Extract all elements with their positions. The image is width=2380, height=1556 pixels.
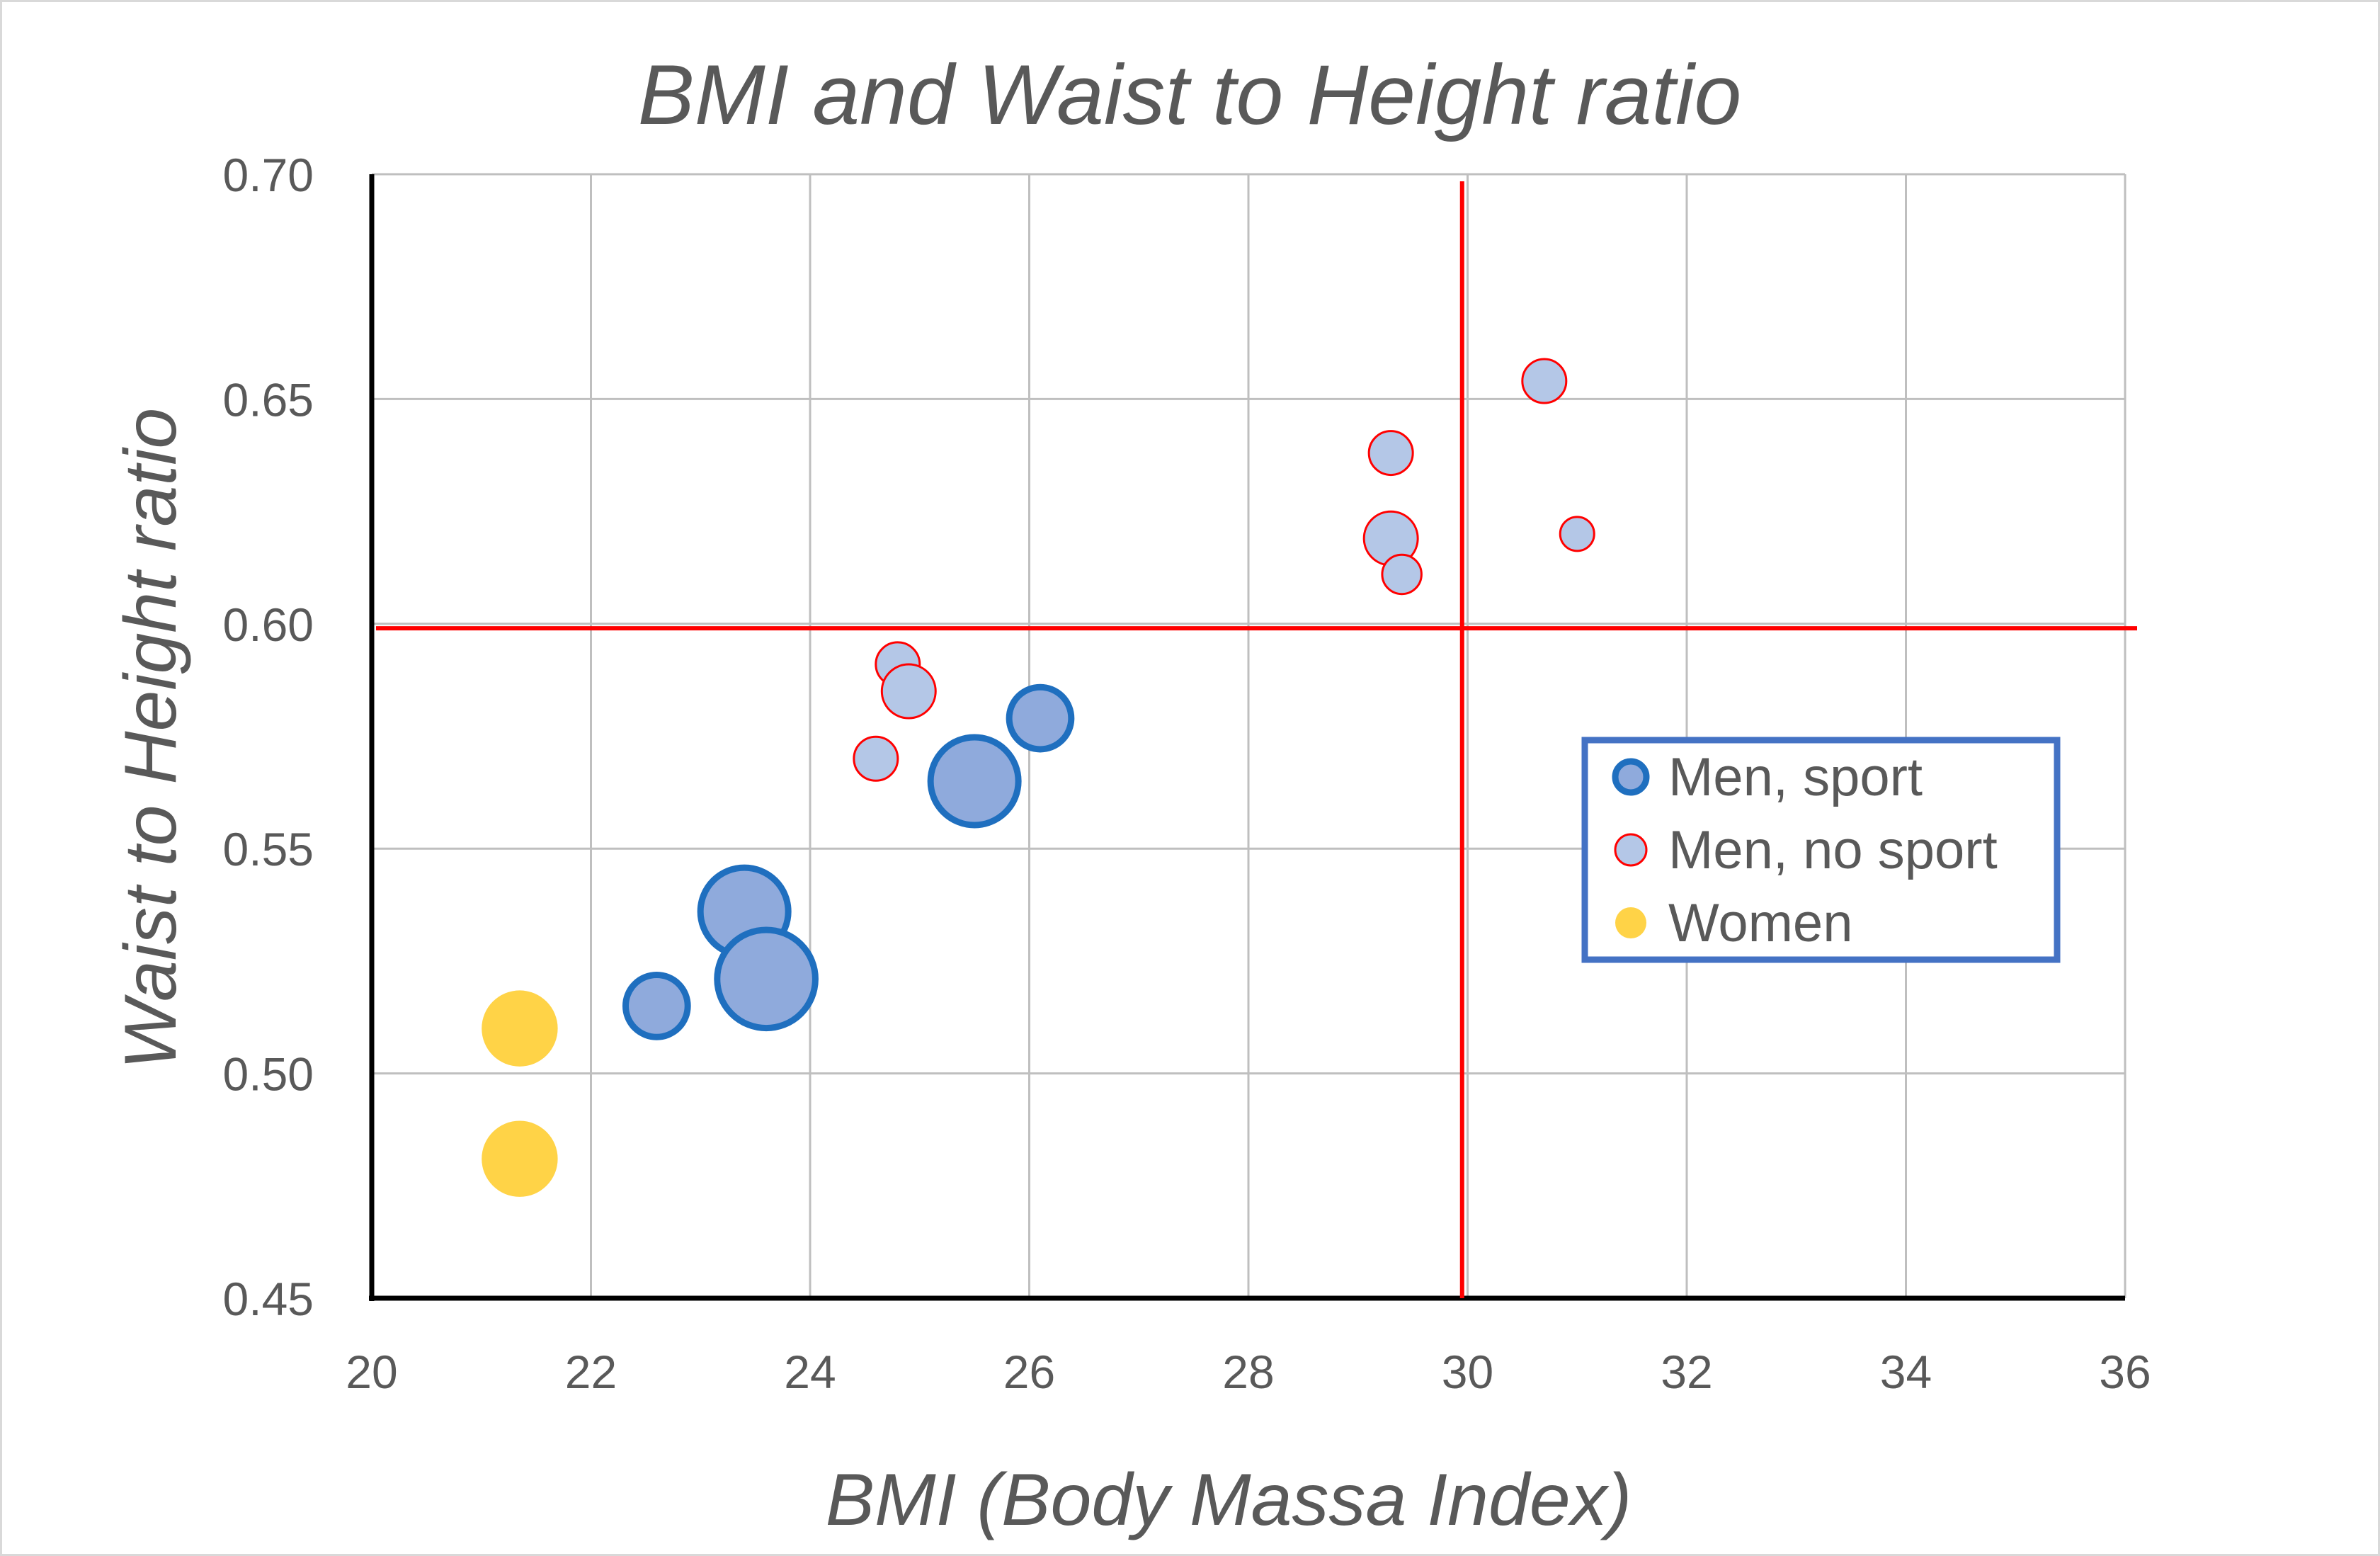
x-tick-label-28: 28 [1222, 1346, 1274, 1398]
x-tick-label-24: 24 [784, 1346, 836, 1398]
data-point-women-1 [482, 1120, 558, 1197]
y-tick-label-0.45: 0.45 [223, 1273, 314, 1325]
grid-lines [372, 173, 2126, 1298]
tick-labels: 20 22 24 26 28 30 32 34 36 0.45 0.50 0.55 0.60 0.65 0.… [223, 149, 2151, 1398]
y-tick-label-0.55: 0.55 [223, 823, 314, 875]
x-tick-label-34: 34 [1880, 1346, 1932, 1398]
y-tick-label-0.70: 0.70 [223, 149, 314, 201]
legend-box [1581, 737, 2061, 963]
x-tick-label-20: 20 [346, 1346, 397, 1398]
chart-title: BMI and Waist to Height ratio [638, 47, 1741, 142]
legend: Men, sport Men, no sport Women [1581, 737, 2061, 963]
x-tick-label-26: 26 [1003, 1346, 1055, 1398]
legend-marker-men-sport [1612, 758, 1650, 796]
reference-lines [376, 181, 2137, 1298]
data-point-men-no-sport-6 [1521, 358, 1568, 404]
data-point-men-no-sport-3 [1367, 430, 1414, 477]
y-tick-label-0.60: 0.60 [223, 598, 314, 651]
legend-label-women: Women [1668, 893, 1852, 953]
x-tick-label-32: 32 [1661, 1346, 1712, 1398]
data-point-men-sport-0 [622, 972, 691, 1040]
data-point-men-no-sport-5 [1381, 553, 1423, 596]
data-point-women-0 [482, 990, 558, 1067]
data-points [482, 358, 1595, 1197]
legend-label-men-sport: Men, sport [1668, 747, 1923, 807]
legend-marker-women [1615, 907, 1646, 938]
data-point-men-no-sport-2 [880, 663, 937, 720]
legend-marker-men-no-sport [1614, 833, 1648, 867]
axes [369, 174, 2125, 1301]
x-axis-title: BMI (Body Massa Index) [826, 1459, 1632, 1541]
data-point-men-sport-4 [1006, 683, 1075, 753]
y-tick-label-0.50: 0.50 [223, 1048, 314, 1101]
x-tick-label-30: 30 [1442, 1346, 1493, 1398]
data-point-men-no-sport-0 [853, 735, 899, 782]
data-point-men-no-sport-7 [1559, 516, 1595, 552]
y-tick-label-0.65: 0.65 [223, 373, 314, 426]
data-point-men-sport-2 [714, 926, 819, 1032]
x-tick-label-22: 22 [565, 1346, 617, 1398]
x-tick-label-36: 36 [2099, 1346, 2151, 1398]
data-point-men-sport-3 [927, 734, 1022, 829]
legend-label-men-no-sport: Men, no sport [1668, 820, 1998, 880]
y-axis-title: Waist to Height ratio [110, 408, 192, 1069]
